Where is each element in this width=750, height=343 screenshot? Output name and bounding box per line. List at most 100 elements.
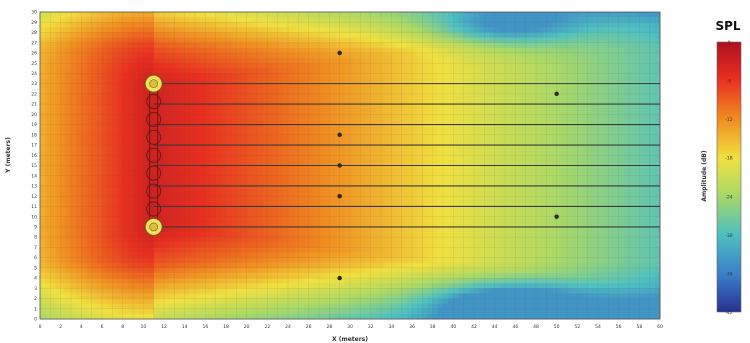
heat-cell bbox=[169, 83, 175, 90]
heat-cell bbox=[623, 78, 630, 85]
heat-cell bbox=[107, 180, 113, 187]
heat-cell bbox=[200, 22, 206, 28]
heat-cell bbox=[189, 119, 196, 125]
heat-cell bbox=[401, 124, 408, 131]
heat-cell bbox=[288, 170, 294, 177]
heat-cell bbox=[561, 201, 568, 207]
heat-cell bbox=[618, 160, 625, 166]
heat-cell bbox=[344, 37, 351, 44]
heat-cell bbox=[499, 37, 506, 44]
heat-cell bbox=[334, 139, 341, 146]
heat-cell bbox=[479, 201, 485, 207]
heat-cell bbox=[86, 216, 93, 223]
heat-cell bbox=[96, 139, 103, 146]
heat-cell bbox=[324, 196, 330, 202]
heat-cell bbox=[127, 170, 134, 177]
heat-cell bbox=[112, 22, 118, 28]
heat-cell bbox=[448, 68, 454, 74]
heat-cell bbox=[654, 37, 661, 44]
heat-cell bbox=[556, 170, 563, 177]
heat-cell bbox=[251, 139, 258, 146]
heat-cell bbox=[40, 145, 46, 151]
heat-cell bbox=[618, 134, 625, 141]
heat-cell bbox=[76, 160, 82, 166]
heat-cell bbox=[81, 98, 87, 105]
heat-cell bbox=[422, 12, 428, 18]
heat-cell bbox=[406, 32, 413, 38]
heat-cell bbox=[195, 104, 201, 110]
heat-cell bbox=[344, 32, 351, 38]
heat-cell bbox=[629, 150, 635, 156]
heat-cell bbox=[629, 119, 635, 125]
heat-cell bbox=[530, 196, 537, 202]
heat-cell bbox=[391, 32, 397, 38]
heat-cell bbox=[50, 191, 56, 197]
heat-cell bbox=[45, 206, 51, 212]
heat-cell bbox=[215, 196, 222, 202]
heat-cell bbox=[396, 216, 403, 223]
heat-cell bbox=[308, 145, 315, 151]
heat-cell bbox=[381, 83, 387, 90]
heat-cell bbox=[251, 185, 258, 192]
heat-cell bbox=[546, 12, 552, 18]
heat-cell bbox=[401, 27, 408, 33]
heat-cell bbox=[55, 47, 62, 54]
heat-cell bbox=[417, 160, 423, 166]
heat-cell bbox=[210, 129, 217, 136]
heat-cell bbox=[437, 196, 444, 202]
heat-cell bbox=[422, 180, 428, 187]
heat-cell bbox=[520, 104, 527, 110]
heat-cell bbox=[184, 93, 191, 100]
heat-cell bbox=[484, 129, 490, 136]
heat-cell bbox=[551, 68, 558, 74]
heat-cell bbox=[422, 175, 428, 182]
heat-cell bbox=[60, 155, 67, 161]
heat-cell bbox=[639, 139, 645, 146]
heat-cell bbox=[138, 150, 144, 156]
heat-cell bbox=[525, 139, 532, 146]
heat-cell bbox=[499, 206, 506, 212]
heat-cell bbox=[381, 165, 387, 172]
heat-cell bbox=[644, 83, 651, 90]
heat-cell bbox=[417, 201, 423, 207]
heat-cell bbox=[65, 47, 72, 54]
heat-cell bbox=[453, 170, 459, 177]
heat-cell bbox=[530, 58, 537, 64]
heat-cell bbox=[303, 211, 310, 218]
heat-cell bbox=[50, 47, 56, 54]
heat-cell bbox=[169, 73, 175, 79]
heat-cell bbox=[86, 73, 93, 79]
heat-cell bbox=[530, 47, 537, 54]
heat-cell bbox=[91, 160, 98, 166]
heat-cell bbox=[133, 221, 139, 228]
heat-cell bbox=[220, 52, 227, 59]
heat-cell bbox=[169, 175, 175, 182]
heat-cell bbox=[127, 37, 134, 44]
heat-cell bbox=[417, 58, 423, 64]
heat-cell bbox=[65, 37, 72, 44]
heat-cell bbox=[484, 88, 490, 95]
heat-cell bbox=[443, 145, 449, 151]
heat-cell bbox=[200, 68, 206, 74]
heat-cell bbox=[530, 27, 537, 33]
heat-cell bbox=[412, 58, 418, 64]
heat-cell bbox=[117, 170, 124, 177]
heat-cell bbox=[251, 206, 258, 212]
heat-cell bbox=[520, 139, 527, 146]
heat-cell bbox=[587, 12, 594, 18]
heat-cell bbox=[267, 37, 273, 44]
heat-cell bbox=[138, 221, 144, 228]
heat-cell bbox=[422, 160, 428, 166]
heat-cell bbox=[303, 221, 310, 228]
heat-cell bbox=[231, 68, 237, 74]
heat-cell bbox=[288, 47, 294, 54]
heat-cell bbox=[215, 68, 222, 74]
heat-cell bbox=[195, 52, 201, 59]
heat-cell bbox=[169, 221, 175, 228]
heat-cell bbox=[350, 134, 356, 141]
heat-cell bbox=[618, 175, 625, 182]
heat-cell bbox=[484, 119, 490, 125]
heat-cell bbox=[489, 88, 496, 95]
heat-cell bbox=[355, 145, 361, 151]
heat-cell bbox=[443, 139, 449, 146]
